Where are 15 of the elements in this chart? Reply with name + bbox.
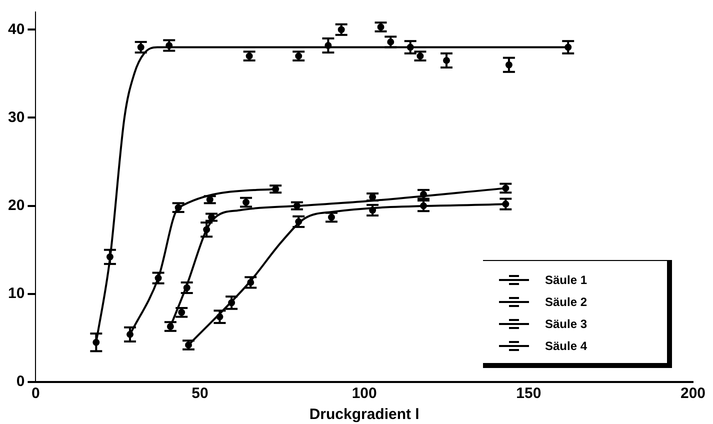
- x-tick-label: 100: [352, 385, 377, 402]
- x-tick-label: 0: [32, 385, 40, 402]
- legend-label: Säule 1: [545, 273, 588, 287]
- legend-label: Säule 4: [545, 339, 588, 353]
- y-tick-label: 30: [8, 108, 25, 126]
- x-tick-label: 150: [516, 385, 542, 402]
- x-tick-label: 50: [192, 385, 208, 402]
- y-tick-label: 20: [8, 196, 25, 214]
- legend-label: Säule 2: [545, 295, 588, 309]
- y-tick-label: 0: [16, 373, 25, 390]
- y-tick-label: 10: [8, 285, 25, 302]
- y-tick-label: 40: [8, 20, 25, 38]
- x-axis-title: Druckgradient l: [309, 406, 420, 424]
- x-tick-label: 200: [680, 385, 706, 402]
- legend-label: Säule 3: [545, 317, 588, 331]
